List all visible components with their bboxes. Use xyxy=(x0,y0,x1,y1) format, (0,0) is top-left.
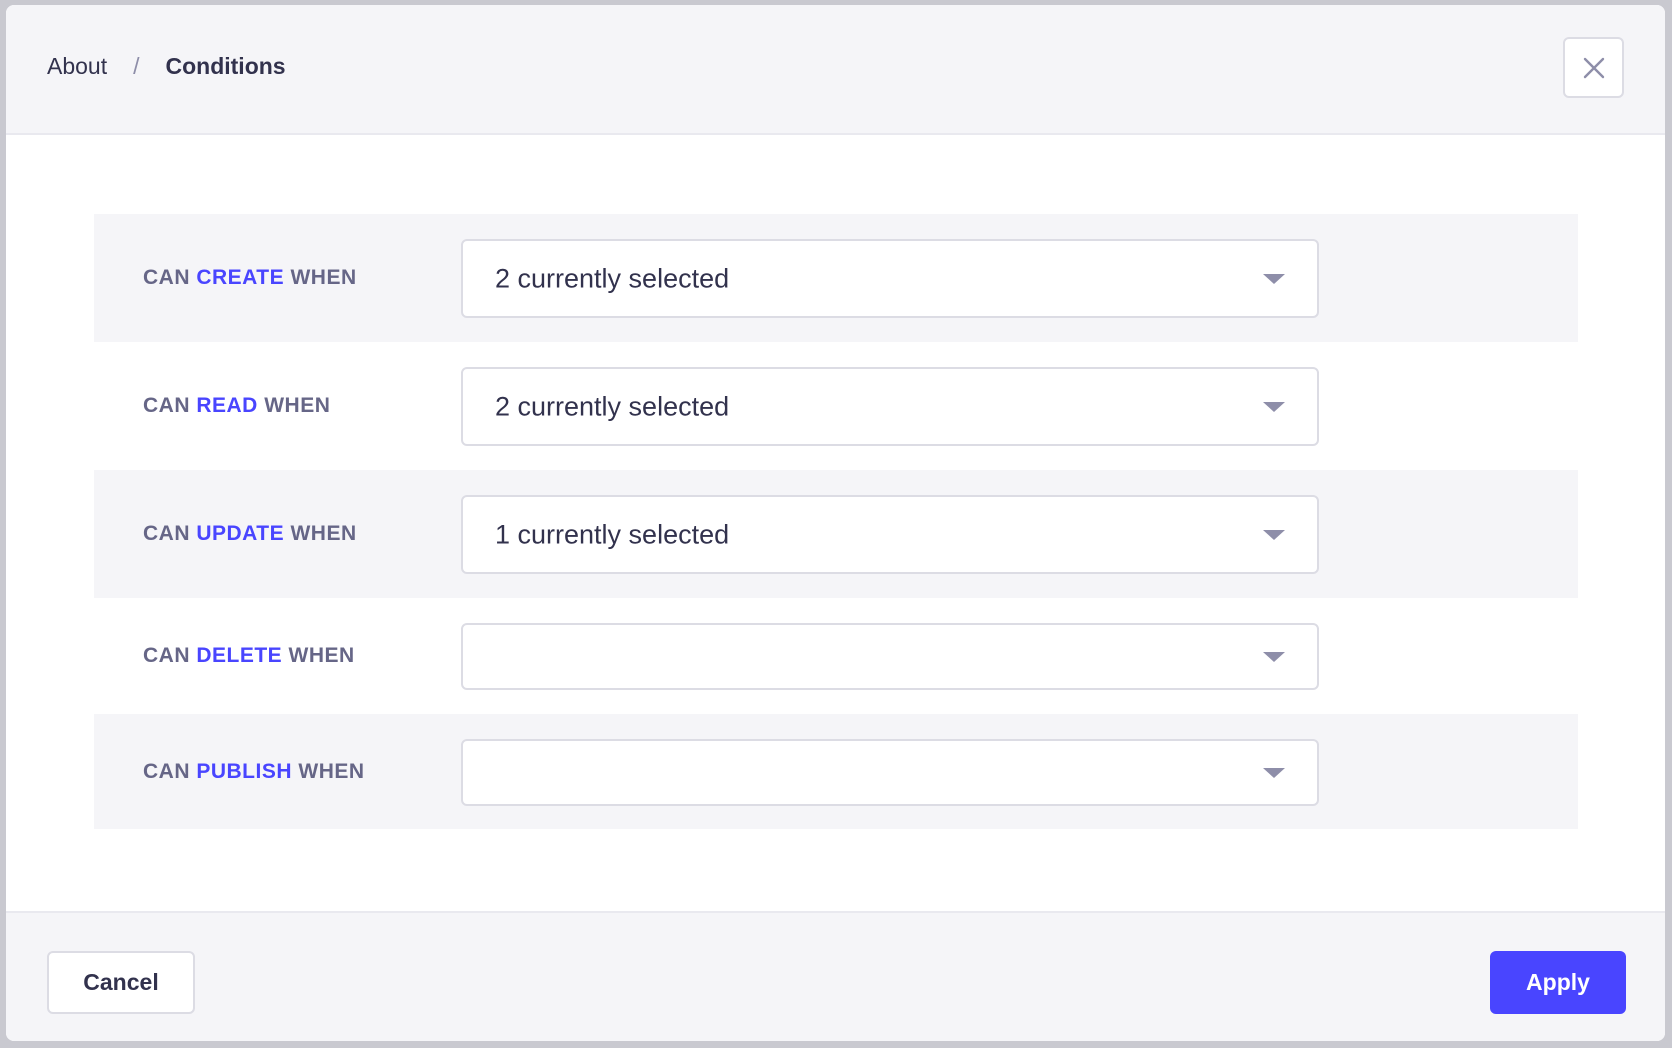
cancel-button[interactable]: Cancel xyxy=(47,951,195,1014)
delete-conditions-select[interactable] xyxy=(461,623,1319,690)
caret-down-icon xyxy=(1263,767,1285,778)
caret-down-icon xyxy=(1263,651,1285,662)
close-button[interactable] xyxy=(1563,37,1624,98)
create-conditions-select[interactable]: 2 currently selected xyxy=(461,239,1319,318)
breadcrumb-conditions: Conditions xyxy=(165,53,286,79)
condition-label: CAN CREATE WHEN xyxy=(143,266,357,289)
caret-down-icon xyxy=(1263,529,1285,540)
breadcrumb-about: About xyxy=(47,53,108,79)
caret-down-icon xyxy=(1263,401,1285,412)
condition-label: CAN DELETE WHEN xyxy=(143,644,355,667)
modal-footer: Cancel Apply xyxy=(6,911,1665,1041)
condition-row-publish: CAN PUBLISH WHEN xyxy=(94,714,1578,829)
select-value: 1 currently selected xyxy=(495,519,730,549)
condition-row-delete: CAN DELETE WHEN xyxy=(94,598,1578,714)
breadcrumb-separator: / xyxy=(133,53,140,79)
condition-row-create: CAN CREATE WHEN 2 currently selected xyxy=(94,214,1578,342)
condition-label: CAN PUBLISH WHEN xyxy=(143,759,365,783)
select-value: 2 currently selected xyxy=(495,391,730,421)
condition-label: CAN UPDATE WHEN xyxy=(143,522,357,545)
update-conditions-select[interactable]: 1 currently selected xyxy=(461,495,1319,574)
caret-down-icon xyxy=(1263,273,1285,284)
condition-label: CAN READ WHEN xyxy=(143,394,331,417)
condition-row-update: CAN UPDATE WHEN 1 currently selected xyxy=(94,470,1578,598)
publish-conditions-select[interactable] xyxy=(461,739,1319,806)
close-icon xyxy=(1583,57,1604,78)
condition-row-read: CAN READ WHEN 2 currently selected xyxy=(94,342,1578,470)
read-conditions-select[interactable]: 2 currently selected xyxy=(461,367,1319,446)
breadcrumb: About / Conditions xyxy=(47,53,286,80)
select-value: 2 currently selected xyxy=(495,263,730,293)
modal-header: About / Conditions xyxy=(6,5,1665,135)
conditions-modal: About / Conditions CAN CREATE WHEN 2 cur… xyxy=(6,5,1665,1041)
apply-button[interactable]: Apply xyxy=(1490,951,1626,1014)
